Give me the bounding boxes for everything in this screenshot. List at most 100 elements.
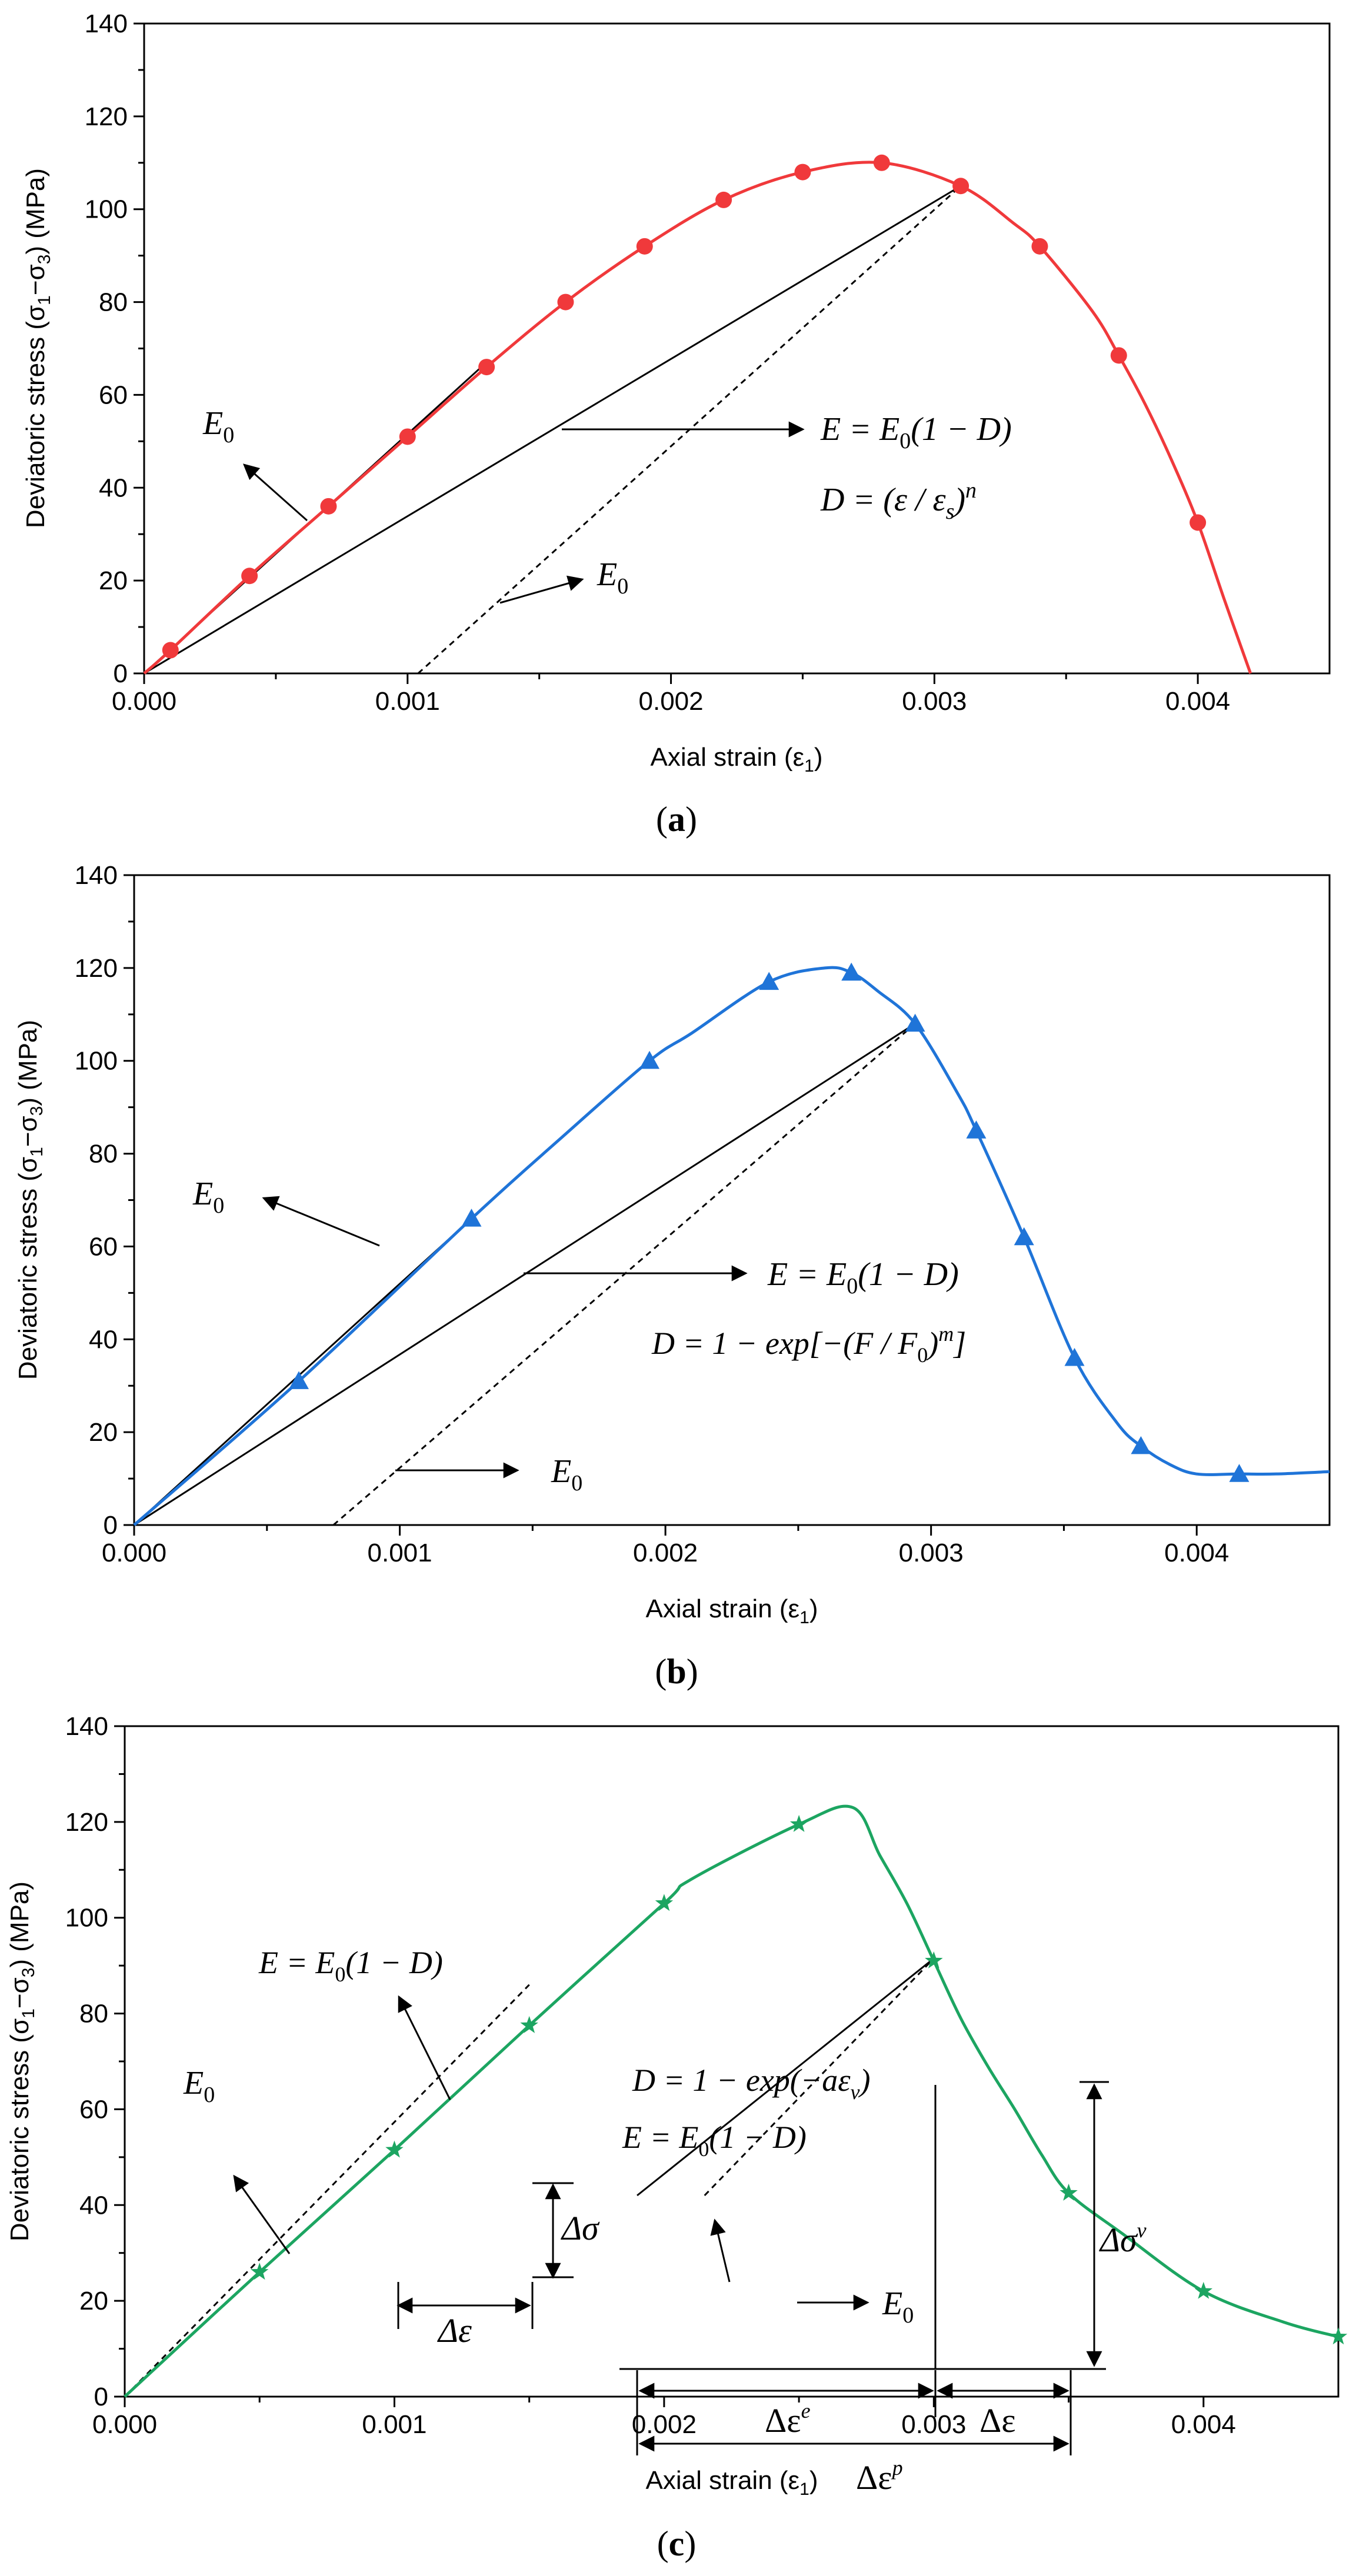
y-tick-label: 100 bbox=[85, 195, 128, 224]
series-line bbox=[133, 966, 1330, 1526]
plot-frame bbox=[124, 1725, 1340, 2398]
equation-d: D = 1 − exp(−aεv) bbox=[632, 2063, 870, 2104]
axis-ticks: 0.000 0.001 0.002 0.003 0.004 0 20 40 60 80 100 120… bbox=[65, 1712, 1236, 2439]
data-point bbox=[162, 642, 179, 659]
data-point bbox=[251, 2263, 269, 2280]
tangent-E0-line bbox=[133, 1217, 472, 1526]
y-tick-label: 40 bbox=[89, 1325, 118, 1354]
data-point bbox=[966, 1120, 987, 1139]
secant-E-lower-line bbox=[637, 1957, 935, 2197]
y-tick-label: 0 bbox=[104, 1511, 118, 1540]
data-point bbox=[841, 962, 862, 981]
equation-e-left: E = E0(1 − D) bbox=[258, 1945, 443, 1986]
y-tick-label: 40 bbox=[99, 473, 128, 502]
e0-label-left: E0 bbox=[192, 1176, 224, 1218]
x-tick-label: 0.002 bbox=[632, 2410, 697, 2439]
e0-label-bottom: E0 bbox=[551, 1453, 582, 1496]
data-point bbox=[241, 568, 258, 585]
series-line bbox=[124, 1804, 1339, 2398]
delta-eps-p-label: Δεp bbox=[856, 2456, 903, 2497]
secant-arrow-left bbox=[398, 1995, 451, 2100]
x-axis-label: Axial strain (ε1) bbox=[645, 1594, 818, 1627]
x-axis-label: Axial strain (ε1) bbox=[645, 2466, 818, 2499]
data-point bbox=[1014, 1227, 1034, 1246]
x-tick-label: 0.004 bbox=[1164, 1539, 1229, 1567]
y-tick-label: 120 bbox=[65, 1808, 108, 1837]
data-point bbox=[1131, 1436, 1151, 1454]
e0-label-right: E0 bbox=[882, 2285, 914, 2328]
data-point bbox=[1229, 1464, 1250, 1482]
e0-arrow bbox=[242, 463, 308, 522]
x-tick-label: 0.003 bbox=[901, 2410, 966, 2439]
x-tick-label: 0.004 bbox=[1171, 2410, 1236, 2439]
delta-eps-left-label: Δε bbox=[437, 2311, 472, 2350]
y-tick-label: 20 bbox=[79, 2287, 108, 2315]
chart-panel-b: 0.000 0.001 0.002 0.003 0.004 0 20 40 60 80 100 120… bbox=[14, 861, 1331, 1691]
data-point bbox=[461, 1209, 482, 1227]
data-point bbox=[905, 1013, 925, 1032]
y-tick-label: 120 bbox=[75, 954, 118, 983]
y-tick-label: 20 bbox=[89, 1418, 118, 1447]
y-tick-label: 140 bbox=[65, 1712, 108, 1741]
secant-arrow-right bbox=[710, 2218, 731, 2283]
equation-e: E = E0(1 − D) bbox=[767, 1256, 959, 1299]
axis-ticks: 0.000 0.001 0.002 0.003 0.004 0 20 40 60 80 100 120… bbox=[85, 9, 1231, 716]
y-axis-label: Deviatoric stress (σ1−σ3) (MPa) bbox=[21, 168, 54, 528]
y-tick-label: 60 bbox=[99, 381, 128, 409]
delta-eps-e-label: Δεe bbox=[765, 2399, 811, 2440]
data-point bbox=[385, 2140, 404, 2158]
data-curve bbox=[124, 1804, 1339, 2398]
tangent-E0-upper-line bbox=[124, 1984, 530, 2398]
plot-frame bbox=[133, 874, 1331, 1526]
data-point bbox=[873, 154, 890, 171]
x-tick-label: 0.001 bbox=[368, 1539, 432, 1567]
x-tick-label: 0.000 bbox=[102, 1539, 166, 1567]
guide-lines bbox=[133, 1023, 916, 1526]
x-tick-label: 0.003 bbox=[902, 687, 967, 716]
data-point bbox=[789, 1814, 808, 1832]
y-tick-label: 0 bbox=[114, 659, 128, 688]
secant-E-line bbox=[144, 185, 961, 675]
delta-sigma-label: Δσ bbox=[561, 2209, 600, 2247]
y-tick-label: 140 bbox=[75, 861, 118, 890]
data-point bbox=[520, 2016, 538, 2033]
x-tick-label: 0.000 bbox=[112, 687, 176, 716]
data-point bbox=[1031, 238, 1048, 255]
x-tick-label: 0.004 bbox=[1165, 687, 1230, 716]
x-tick-label: 0.001 bbox=[362, 2410, 427, 2439]
data-point bbox=[320, 498, 337, 515]
secant-E-line bbox=[134, 1023, 916, 1526]
equation-e: E = E0(1 − D) bbox=[820, 411, 1012, 453]
y-tick-label: 140 bbox=[85, 9, 128, 38]
data-point bbox=[794, 163, 811, 181]
y-tick-label: 40 bbox=[79, 2191, 108, 2220]
data-point bbox=[1194, 2281, 1212, 2299]
y-tick-label: 60 bbox=[89, 1232, 118, 1261]
series-line bbox=[143, 161, 1252, 675]
data-point bbox=[925, 1951, 943, 1968]
unload-E0-line bbox=[332, 1023, 916, 1526]
x-tick-label: 0.002 bbox=[639, 687, 704, 716]
y-tick-label: 120 bbox=[85, 102, 128, 131]
e0-arrow-left bbox=[233, 2174, 291, 2254]
data-point bbox=[557, 293, 574, 311]
data-point bbox=[1190, 514, 1207, 531]
delta-sigma-v-label: Δσv bbox=[1099, 2218, 1147, 2259]
data-point bbox=[288, 1371, 309, 1389]
data-markers bbox=[162, 154, 1207, 659]
plot-frame bbox=[143, 22, 1331, 675]
guide-lines bbox=[124, 1957, 935, 2398]
e0-arrow bbox=[262, 1196, 380, 1247]
y-tick-label: 80 bbox=[89, 1140, 118, 1169]
data-point bbox=[1060, 2183, 1078, 2201]
y-tick-label: 0 bbox=[94, 2383, 108, 2411]
equation-d: D = (ε / εs)n bbox=[820, 478, 977, 524]
equation-e-right: E = E0(1 − D) bbox=[622, 2120, 807, 2161]
y-tick-label: 100 bbox=[75, 1047, 118, 1076]
y-axis-label: Deviatoric stress (σ1−σ3) (MPa) bbox=[5, 1881, 38, 2241]
x-axis-label: Axial strain (ε1) bbox=[650, 743, 822, 776]
delta-eps-right-label: Δε bbox=[979, 2401, 1016, 2440]
data-point bbox=[715, 191, 732, 208]
y-tick-label: 60 bbox=[79, 2095, 108, 2124]
y-tick-label: 80 bbox=[99, 288, 128, 317]
